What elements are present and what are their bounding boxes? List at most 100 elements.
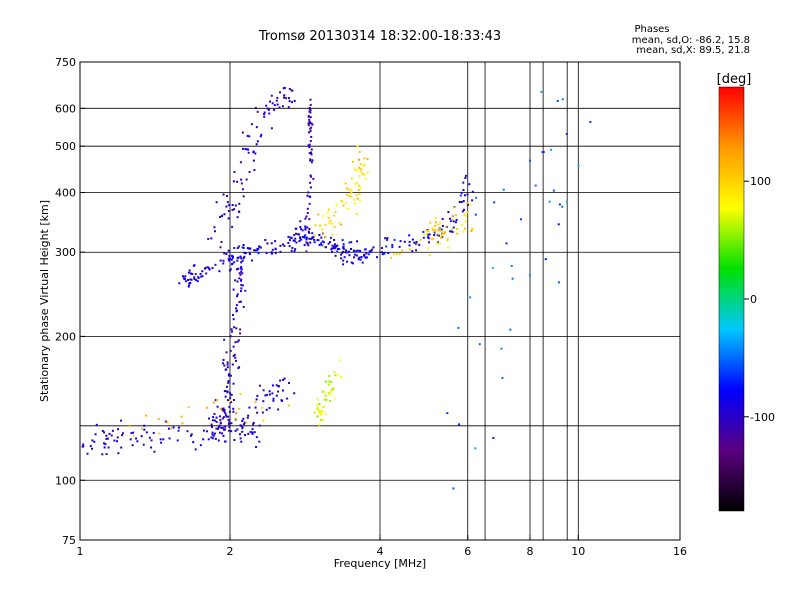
data-point: [256, 249, 259, 252]
data-point: [474, 447, 477, 450]
data-point: [223, 428, 226, 431]
data-point: [309, 103, 312, 106]
data-point: [242, 417, 245, 420]
data-point: [383, 252, 386, 255]
data-point: [348, 241, 351, 244]
data-point: [336, 244, 339, 247]
data-point: [243, 251, 246, 254]
data-point: [177, 429, 180, 432]
data-point: [322, 215, 325, 218]
data-point: [423, 233, 426, 236]
data-point: [333, 214, 336, 217]
data-point: [210, 423, 213, 426]
data-point: [251, 428, 254, 431]
data-point: [183, 277, 186, 280]
data-point: [329, 241, 332, 244]
data-point: [447, 211, 450, 214]
data-point: [322, 418, 325, 421]
colorbar-unit: [deg]: [717, 72, 752, 87]
data-point: [231, 314, 234, 317]
data-point: [457, 326, 460, 329]
data-point: [211, 433, 214, 436]
data-point: [386, 238, 389, 241]
data-point: [205, 272, 208, 275]
data-point: [577, 164, 580, 167]
data-point: [169, 427, 172, 430]
data-point: [230, 258, 233, 261]
data-point: [356, 145, 359, 148]
data-point: [260, 133, 263, 136]
data-point: [252, 159, 255, 162]
data-point: [364, 248, 367, 251]
data-point: [316, 398, 319, 401]
data-point: [275, 99, 278, 102]
data-point: [333, 245, 336, 248]
data-point: [288, 381, 291, 384]
data-point: [441, 224, 444, 227]
data-point: [333, 247, 336, 250]
y-tick-label: 100: [55, 474, 76, 487]
data-point: [258, 245, 261, 248]
data-point: [452, 226, 455, 229]
data-point: [206, 266, 209, 269]
data-point: [225, 385, 228, 388]
data-point: [293, 240, 296, 243]
data-point: [309, 111, 312, 114]
data-point: [349, 195, 352, 198]
data-point: [431, 227, 434, 230]
data-point: [248, 251, 251, 254]
data-point: [332, 247, 335, 250]
data-point: [415, 241, 418, 244]
data-point: [279, 91, 282, 94]
data-point: [328, 222, 331, 225]
data-point: [248, 253, 251, 256]
data-point: [360, 256, 363, 259]
data-point: [298, 240, 301, 243]
data-point: [283, 94, 286, 97]
data-point: [274, 252, 277, 255]
data-point: [247, 414, 250, 417]
data-point: [228, 204, 231, 207]
data-point: [544, 258, 547, 261]
data-point: [199, 444, 202, 447]
data-point: [234, 356, 237, 359]
data-point: [234, 341, 237, 344]
data-point: [235, 359, 238, 362]
data-point: [342, 204, 345, 207]
data-point: [214, 432, 217, 435]
data-point: [258, 440, 261, 443]
data-point: [444, 226, 447, 229]
data-point: [492, 437, 495, 440]
data-point: [242, 244, 245, 247]
data-point: [470, 230, 473, 233]
data-point: [348, 250, 351, 253]
data-point: [451, 218, 454, 221]
data-point: [215, 416, 218, 419]
data-point: [227, 259, 230, 262]
data-point: [534, 184, 537, 187]
data-point: [450, 230, 453, 233]
data-point: [307, 144, 310, 147]
data-point: [140, 435, 143, 438]
x-axis-label: Frequency [MHz]: [334, 557, 426, 570]
data-point: [460, 223, 463, 226]
data-point: [210, 237, 213, 240]
data-point: [330, 222, 333, 225]
data-point: [338, 247, 341, 250]
data-point: [459, 194, 462, 197]
data-point: [213, 230, 216, 233]
x-tick-label: 8: [527, 545, 534, 558]
data-point: [288, 245, 291, 248]
data-point: [216, 427, 219, 430]
data-point: [254, 249, 257, 252]
data-point: [272, 399, 275, 402]
data-point: [327, 208, 330, 211]
data-point: [106, 437, 109, 440]
data-point: [354, 182, 357, 185]
data-point: [176, 439, 179, 442]
data-point: [291, 246, 294, 249]
data-point: [426, 247, 429, 250]
data-point: [312, 235, 315, 238]
data-point: [353, 202, 356, 205]
data-point: [322, 244, 325, 247]
